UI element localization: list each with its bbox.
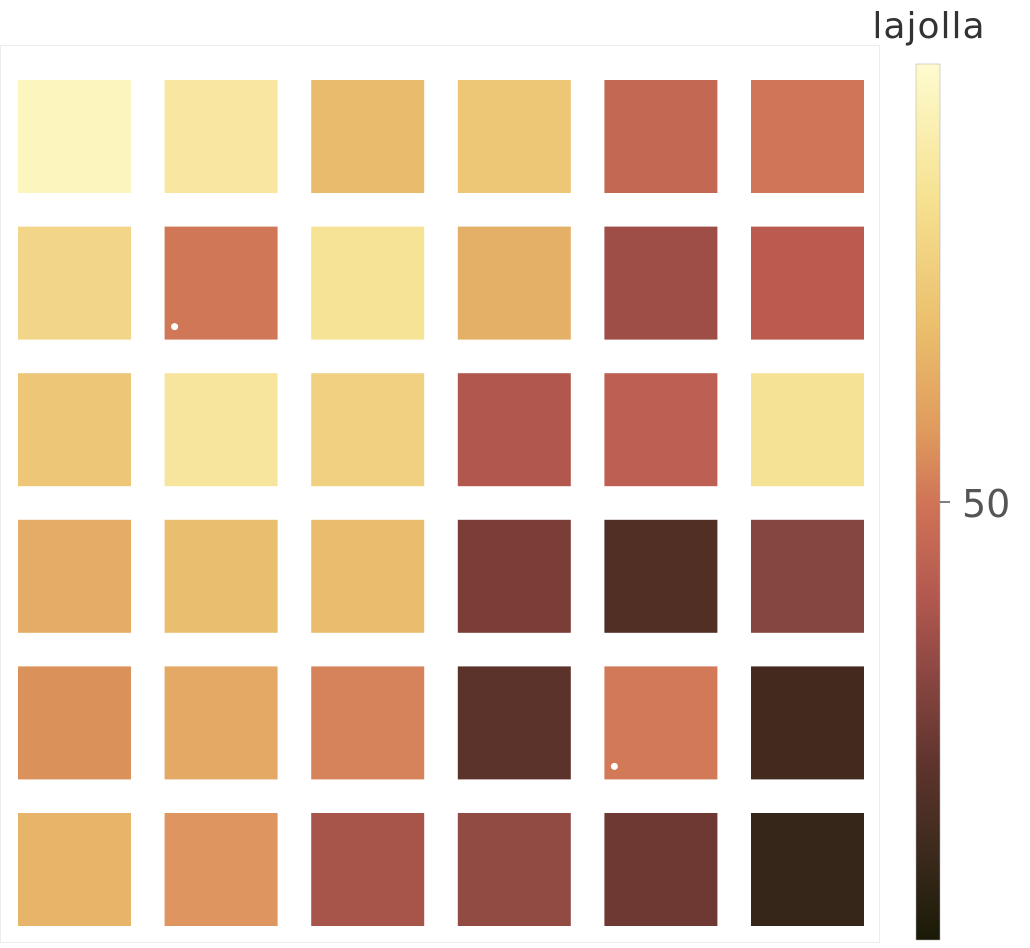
heatmap-cell bbox=[18, 80, 131, 193]
heatmap-cell bbox=[604, 226, 718, 340]
colorbar bbox=[915, 63, 950, 941]
heatmap-cell bbox=[311, 519, 425, 633]
heatmap-cell bbox=[751, 373, 864, 487]
heatmap-cell bbox=[164, 373, 278, 487]
heatmap-cell bbox=[751, 813, 864, 926]
heatmap-cell bbox=[457, 519, 571, 633]
heatmap-cell bbox=[751, 80, 864, 193]
cell-marker-dot bbox=[171, 323, 179, 331]
heatmap-cell bbox=[311, 226, 425, 340]
cell-marker-dot bbox=[610, 762, 618, 770]
heatmap-grid bbox=[18, 80, 864, 926]
heatmap-cell bbox=[604, 666, 718, 780]
heatmap-cell bbox=[751, 519, 864, 633]
heatmap-cell bbox=[311, 813, 425, 926]
heatmap-cell bbox=[604, 80, 718, 193]
heatmap-cell bbox=[604, 373, 718, 487]
heatmap-cell bbox=[457, 666, 571, 780]
heatmap-cell bbox=[164, 519, 278, 633]
heatmap-cell bbox=[164, 226, 278, 340]
heatmap-cell bbox=[311, 373, 425, 487]
heatmap-cell bbox=[164, 80, 278, 193]
heatmap-cell bbox=[164, 666, 278, 780]
heatmap-cell bbox=[311, 666, 425, 780]
heatmap-cell bbox=[457, 226, 571, 340]
heatmap-cell bbox=[18, 666, 131, 780]
heatmap-cell bbox=[604, 813, 718, 926]
colorbar-tick-label: 50 bbox=[962, 482, 1011, 526]
heatmap-cell bbox=[164, 813, 278, 926]
heatmap-cell bbox=[311, 80, 425, 193]
heatmap-cell bbox=[18, 519, 131, 633]
heatmap-cell bbox=[18, 813, 131, 926]
heatmap-cell bbox=[457, 813, 571, 926]
heatmap-cell bbox=[18, 373, 131, 487]
colorbar-gradient bbox=[915, 63, 941, 941]
heatmap-plot-area bbox=[0, 45, 880, 943]
heatmap-cell bbox=[751, 226, 864, 340]
heatmap-cell bbox=[751, 666, 864, 780]
heatmap-cell bbox=[18, 226, 131, 340]
heatmap-cell bbox=[457, 373, 571, 487]
heatmap-cell bbox=[457, 80, 571, 193]
colorbar-title: lajolla bbox=[872, 6, 986, 47]
heatmap-cell bbox=[604, 519, 718, 633]
